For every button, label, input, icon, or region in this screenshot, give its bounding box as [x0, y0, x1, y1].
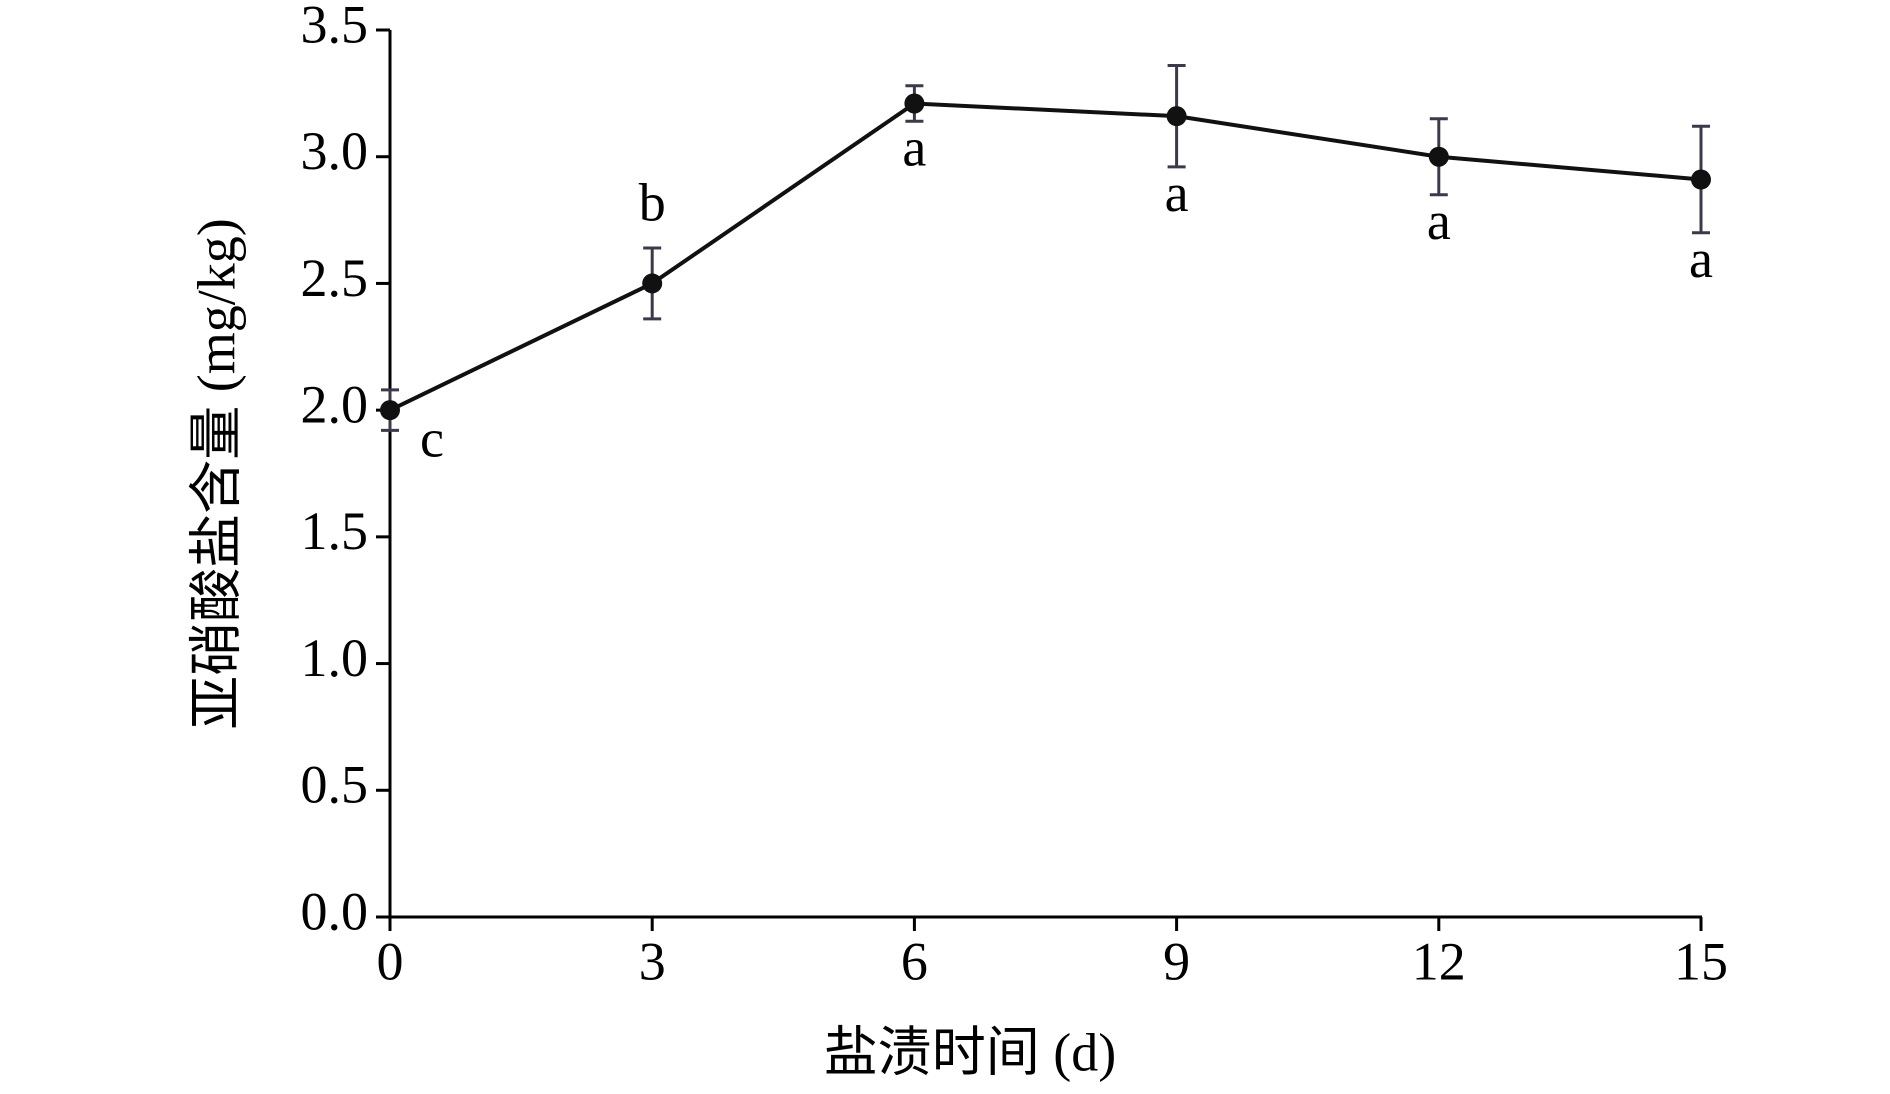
data-point: [1691, 169, 1711, 190]
x-tick-label: 0: [377, 931, 404, 991]
data-point: [1428, 146, 1449, 167]
significance-label: c: [420, 409, 444, 469]
y-tick-label: 3.0: [301, 121, 369, 181]
y-tick-label: 2.5: [301, 248, 369, 308]
y-tick-label: 1.0: [301, 628, 369, 688]
data-point: [904, 93, 925, 114]
significance-label: a: [1689, 229, 1713, 289]
y-tick-label: 0.0: [301, 881, 369, 941]
significance-label: a: [1427, 191, 1451, 251]
y-axis-label: 亚硝酸盐含量 (mg/kg): [186, 218, 246, 729]
x-tick-label: 3: [639, 931, 666, 991]
significance-label: a: [902, 118, 926, 178]
significance-label: a: [1165, 163, 1189, 223]
data-point: [380, 400, 400, 421]
x-tick-label: 6: [901, 931, 928, 991]
y-tick-label: 3.5: [301, 0, 369, 54]
data-line: [389, 101, 1702, 412]
x-axis-label: 盐渍时间 (d): [824, 1022, 1116, 1082]
significance-label: b: [639, 172, 666, 232]
x-tick-label: 9: [1163, 931, 1190, 991]
data-point: [1166, 106, 1187, 127]
data-point: [642, 273, 663, 294]
y-tick-label: 1.5: [301, 501, 369, 561]
y-tick-label: 0.5: [301, 755, 369, 815]
x-tick-label: 15: [1674, 931, 1728, 991]
y-tick-label: 2.0: [301, 375, 369, 435]
x-tick-label: 12: [1412, 931, 1466, 991]
